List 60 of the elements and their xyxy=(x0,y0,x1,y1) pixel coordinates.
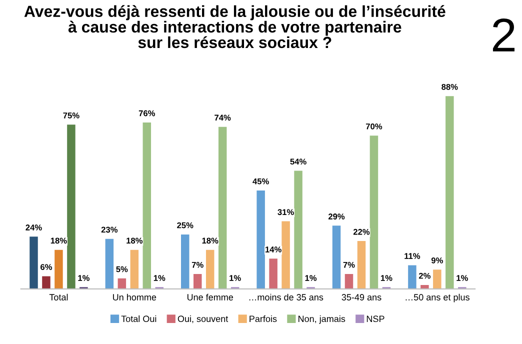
data-label: 1% xyxy=(230,275,241,281)
data-label: 7% xyxy=(192,262,204,268)
data-label: 1% xyxy=(78,275,90,281)
data-label: 2% xyxy=(418,272,430,279)
data-label: 54% xyxy=(290,158,306,165)
bar xyxy=(116,278,127,289)
bar xyxy=(444,95,455,289)
x-tick-label: Total xyxy=(49,294,68,300)
data-label: 22% xyxy=(353,228,370,235)
x-tick-label: Une femme xyxy=(187,294,234,300)
legend-label: Total Oui xyxy=(121,315,156,322)
data-label: 76% xyxy=(138,110,156,116)
text: 2 xyxy=(492,18,514,52)
data-label: 18% xyxy=(126,238,143,244)
data-label: 7% xyxy=(343,262,355,268)
data-label: 14% xyxy=(265,246,282,252)
x-tick-label: …50 ans et plus xyxy=(406,294,470,302)
bar xyxy=(28,236,39,289)
x-tick-label: Un homme xyxy=(113,294,156,300)
data-label: 25% xyxy=(177,222,194,228)
data-label: 11% xyxy=(404,253,420,259)
bar xyxy=(407,264,418,289)
chart-title: Avez-vous déjà ressenti de la jalousie ou de l’insécurité à cause des interactions de votre partenaire sur les réseaux sociaux ? xyxy=(24,5,446,48)
data-label: 74% xyxy=(214,114,231,121)
bar xyxy=(356,240,366,289)
bar xyxy=(104,238,114,289)
data-label: 18% xyxy=(50,238,67,244)
bar xyxy=(54,249,64,289)
bar xyxy=(205,249,216,289)
bar xyxy=(41,275,52,289)
data-label: 5% xyxy=(116,266,128,272)
data-label: 1% xyxy=(456,275,468,281)
legend-label: NSP xyxy=(366,316,384,322)
data-label: 24% xyxy=(26,224,42,230)
data-label: 45% xyxy=(252,178,269,184)
bar xyxy=(192,273,203,289)
legend-label: Non, jamais xyxy=(298,315,346,324)
data-label: 29% xyxy=(328,214,345,220)
data-label: 6% xyxy=(40,264,52,270)
bar xyxy=(180,234,190,289)
legend-label: Parfois xyxy=(250,315,277,322)
data-label: 70% xyxy=(366,123,382,130)
data-label: 18% xyxy=(202,238,218,244)
bar xyxy=(432,268,442,289)
bar xyxy=(344,273,354,289)
bar xyxy=(332,224,342,289)
data-label: 88% xyxy=(442,84,458,90)
bar xyxy=(268,258,278,289)
data-label: 9% xyxy=(431,257,443,264)
data-label: 75% xyxy=(63,112,80,118)
data-label: 1% xyxy=(305,275,317,281)
bar xyxy=(129,249,140,289)
x-tick-label: 35-49 ans xyxy=(342,294,382,300)
data-label: 23% xyxy=(101,226,118,233)
bar xyxy=(420,284,430,289)
x-tick-label: …moins de 35 ans xyxy=(249,294,324,300)
legend-label: Oui, souvent xyxy=(178,315,228,324)
data-label: 31% xyxy=(278,209,294,216)
data-label: 1% xyxy=(380,275,392,281)
data-label: 1% xyxy=(154,275,166,281)
